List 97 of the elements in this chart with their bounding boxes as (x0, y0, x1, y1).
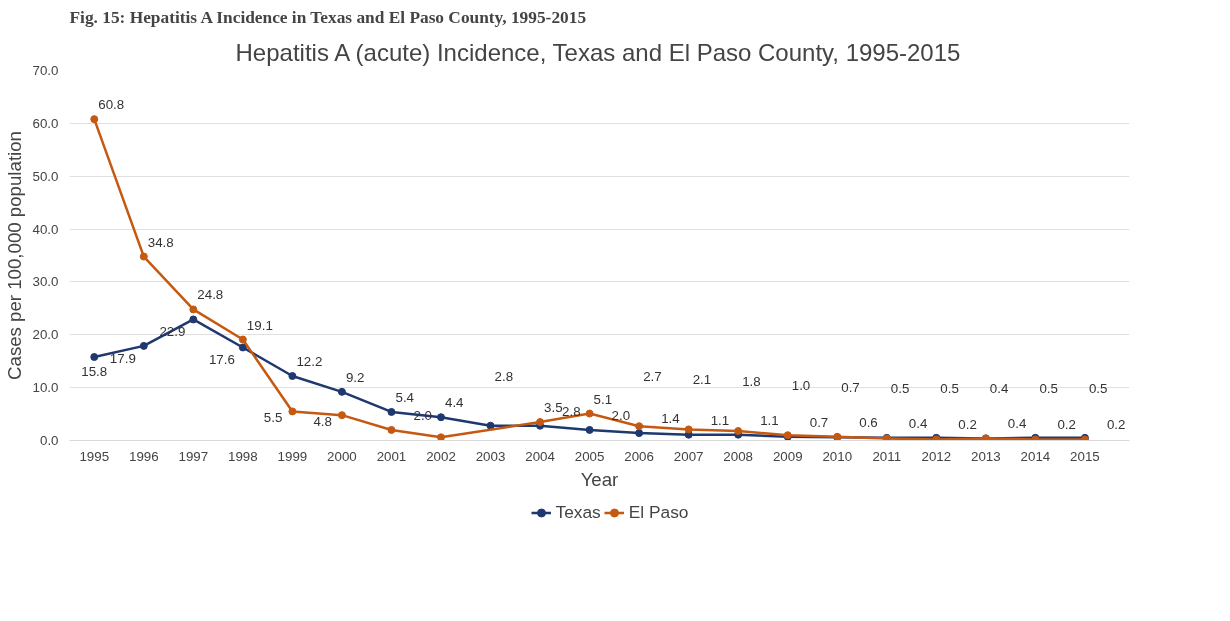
legend-label: Texas (555, 501, 601, 523)
point (189, 315, 198, 324)
x-tick-label: 2007 (673, 448, 704, 464)
y-tick-label: 50.0 (32, 168, 59, 184)
y-axis-title: Cases per 100,000 population (3, 131, 25, 380)
data-label: 0.6 (859, 415, 878, 431)
data-label: 15.8 (81, 363, 108, 379)
point (536, 418, 545, 426)
data-label: 1.4 (661, 411, 681, 427)
point (139, 341, 148, 350)
data-label: 0.7 (809, 414, 829, 430)
point (437, 433, 445, 441)
data-label: 0.4 (1007, 416, 1027, 432)
data-label: 5.4 (395, 389, 415, 405)
point (90, 352, 99, 361)
point (437, 413, 445, 422)
data-label: 17.9 (109, 350, 136, 366)
point (337, 411, 346, 420)
point (90, 115, 99, 124)
data-label: 2.1 (692, 372, 712, 388)
data-label: 2.8 (562, 403, 581, 419)
x-tick-label: 2006 (624, 448, 654, 464)
data-label: 9.2 (345, 369, 365, 385)
data-label: 3.5 (544, 400, 563, 415)
data-label: 2.7 (643, 369, 662, 385)
data-label: 0.5 (940, 380, 959, 396)
data-label: 1.1 (710, 412, 730, 428)
legend-label: El Paso (628, 501, 689, 523)
x-tick-label: 2015 (1070, 448, 1100, 464)
point (139, 252, 148, 261)
point (387, 425, 396, 434)
y-tick-label: 40.0 (32, 221, 59, 237)
x-tick-label: 2003 (475, 448, 506, 464)
x-tick-label: 2009 (772, 448, 803, 464)
data-label: 17.6 (208, 352, 235, 368)
data-label: 12.2 (296, 354, 323, 370)
y-tick-label: 70.0 (32, 63, 59, 78)
point (387, 407, 396, 416)
x-tick-label: 2001 (376, 448, 407, 464)
x-tick-label: 1999 (277, 448, 308, 464)
point (288, 372, 297, 381)
caption: Fig. 15: Hepatitis A Incidence in Texas and El Paso County, 1995-2015 (69, 7, 587, 27)
point (189, 305, 198, 314)
chart-title: Hepatitis A (acute) Incidence, Texas and El Paso County, 1995-2015 (235, 38, 961, 66)
x-tick-label: 2012 (921, 448, 952, 464)
y-tick-label: 0.0 (39, 433, 59, 448)
point (288, 407, 297, 416)
data-label: 0.2 (1106, 417, 1126, 433)
data-label: 1.1 (760, 412, 779, 428)
data-label: 1.8 (742, 373, 761, 389)
data-label: 0.4 (908, 416, 928, 432)
x-tick-label: 2014 (1020, 448, 1051, 464)
point (585, 409, 594, 418)
data-label: 5.1 (593, 391, 613, 407)
y-tick-label: 20.0 (32, 327, 59, 343)
x-tick-label: 2004 (525, 448, 556, 464)
x-tick-label: 1995 (79, 448, 110, 464)
x-tick-label: 1998 (228, 448, 258, 464)
data-label: 2.0 (611, 407, 631, 423)
point (635, 429, 644, 438)
y-tick-label: 30.0 (32, 274, 59, 290)
x-tick-label: 2002 (426, 448, 456, 464)
data-label: 34.8 (147, 234, 174, 250)
data-label: 24.8 (197, 287, 224, 303)
data-label: 0.7 (841, 379, 860, 395)
point (635, 422, 644, 431)
x-tick-label: 1996 (128, 448, 159, 464)
data-label: 60.8 (98, 97, 125, 113)
x-tick-label: 2000 (327, 448, 357, 464)
x-tick-label: 2005 (574, 448, 605, 464)
data-label: 0.5 (890, 380, 910, 396)
point (337, 387, 346, 396)
x-tick-label: 1997 (178, 448, 209, 464)
point (684, 425, 693, 434)
data-label: 5.5 (263, 410, 283, 426)
data-label: 1.0 (791, 378, 811, 394)
x-tick-label: 2013 (971, 448, 1001, 464)
point (734, 426, 743, 435)
point (238, 343, 247, 352)
data-label: 19.1 (246, 317, 273, 333)
data-label: 2.8 (494, 368, 514, 384)
point (238, 335, 247, 344)
data-label: 0.5 (1088, 380, 1108, 396)
data-label: 0.2 (958, 417, 977, 433)
data-label: 0.4 (989, 381, 1009, 397)
point (486, 421, 495, 430)
data-label: 4.8 (313, 414, 332, 430)
y-tick-label: 60.0 (32, 115, 59, 131)
y-tick-label: 10.0 (32, 380, 59, 396)
data-label: 4.4 (445, 395, 465, 411)
x-tick-label: 2011 (872, 448, 902, 464)
x-tick-label: 2010 (822, 448, 853, 464)
data-label: 0.5 (1039, 380, 1058, 396)
point (585, 425, 594, 434)
x-tick-label: 2008 (723, 448, 754, 464)
x-axis-title: Year (580, 468, 619, 490)
data-label: 0.2 (1057, 417, 1076, 433)
